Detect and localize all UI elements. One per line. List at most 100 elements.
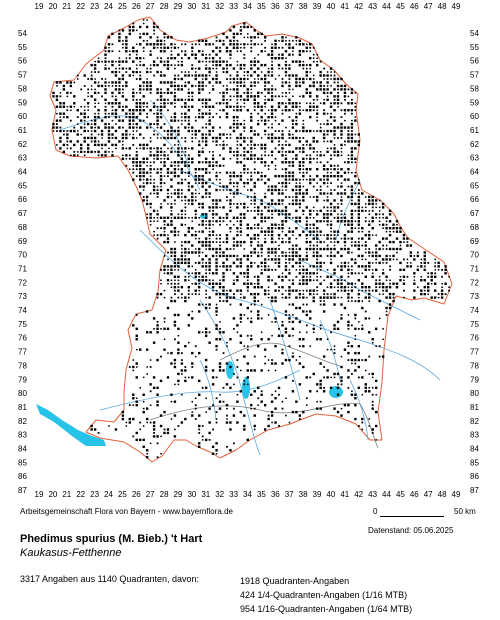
sixteenth-quadrant-marker (132, 369, 135, 372)
quadrant-marker (315, 261, 319, 265)
quadrant-marker (184, 53, 187, 56)
quarter-quadrant-marker (177, 296, 180, 299)
sixteenth-quadrant-marker (302, 185, 305, 188)
sixteenth-quadrant-marker (174, 189, 176, 191)
quadrant-marker (198, 67, 201, 70)
quadrant-marker (149, 36, 152, 39)
sixteenth-quadrant-marker (135, 29, 138, 32)
sixteenth-quadrant-marker (316, 98, 319, 101)
quarter-quadrant-marker (333, 164, 336, 167)
quarter-quadrant-marker (274, 262, 277, 264)
sixteenth-quadrant-marker (285, 241, 287, 243)
quadrant-marker (295, 36, 298, 39)
quadrant-marker (204, 39, 208, 43)
quadrant-marker (198, 109, 201, 112)
quarter-quadrant-marker (330, 157, 332, 160)
sixteenth-quadrant-marker (146, 19, 149, 21)
sixteenth-quadrant-marker (142, 22, 145, 25)
quadrant-marker (218, 331, 222, 334)
quadrant-marker (121, 119, 125, 122)
sixteenth-quadrant-marker (167, 147, 169, 150)
quadrant-marker (201, 88, 204, 91)
sixteenth-quadrant-marker (364, 248, 367, 250)
quarter-quadrant-marker (212, 404, 214, 407)
quarter-quadrant-marker (184, 137, 187, 139)
quarter-quadrant-marker (212, 43, 214, 46)
sixteenth-quadrant-marker (382, 216, 385, 219)
quarter-quadrant-marker (191, 366, 194, 368)
sixteenth-quadrant-marker (187, 126, 190, 129)
quarter-quadrant-marker (160, 161, 162, 164)
quarter-quadrant-marker (333, 216, 336, 219)
sixteenth-quadrant-marker (337, 286, 339, 289)
quadrant-marker (322, 192, 326, 195)
sixteenth-quadrant-marker (198, 112, 201, 115)
quarter-quadrant-marker (298, 418, 301, 420)
y-tick-right: 70 (470, 251, 479, 260)
x-tick-bottom: 42 (354, 490, 363, 499)
quadrant-marker (333, 327, 336, 331)
quadrant-marker (145, 70, 149, 74)
sixteenth-quadrant-marker (271, 421, 273, 424)
quadrant-marker (298, 164, 302, 167)
quadrant-marker (243, 154, 246, 157)
quarter-quadrant-marker (253, 407, 256, 410)
sixteenth-quadrant-marker (264, 50, 267, 53)
sixteenth-quadrant-marker (302, 213, 305, 216)
quadrant-marker (274, 202, 277, 206)
quarter-quadrant-marker (226, 196, 228, 198)
x-tick-top: 24 (104, 2, 113, 11)
sixteenth-quadrant-marker (243, 123, 246, 125)
quadrant-marker (121, 74, 125, 77)
quadrant-marker (232, 261, 236, 265)
quadrant-marker (288, 285, 291, 289)
quarter-quadrant-marker (222, 300, 225, 302)
quadrant-marker (340, 88, 343, 91)
quadrant-marker (177, 192, 180, 195)
quadrant-marker (392, 227, 395, 230)
quarter-quadrant-marker (330, 234, 332, 237)
sixteenth-quadrant-marker (132, 123, 135, 125)
quadrant-marker (156, 122, 159, 126)
quadrant-marker (236, 161, 239, 164)
quarter-quadrant-marker (375, 258, 378, 261)
quadrant-marker (277, 188, 281, 192)
sixteenth-quadrant-marker (108, 112, 110, 115)
quadrant-marker (291, 320, 295, 324)
quadrant-marker (239, 341, 243, 344)
quarter-quadrant-marker (250, 81, 253, 84)
sixteenth-quadrant-marker (257, 251, 260, 254)
quadrant-marker (298, 254, 302, 258)
quadrant-marker (243, 140, 246, 143)
quadrant-marker (315, 174, 319, 178)
quadrant-marker (121, 77, 125, 81)
quadrant-marker (295, 81, 298, 84)
quadrant-marker (333, 102, 336, 105)
quadrant-marker (166, 157, 170, 160)
quadrant-marker (336, 150, 340, 154)
sixteenth-quadrant-marker (201, 438, 204, 441)
sixteenth-quadrant-marker (309, 50, 312, 53)
quadrant-marker (232, 25, 236, 29)
quadrant-marker (166, 136, 170, 140)
sixteenth-quadrant-marker (350, 251, 353, 254)
quadrant-marker (211, 272, 215, 275)
quadrant-marker (250, 67, 253, 70)
quadrant-marker (340, 414, 343, 417)
quadrant-marker (270, 230, 274, 233)
quadrant-marker (298, 192, 302, 195)
quadrant-marker (371, 199, 374, 202)
quadrant-marker (93, 143, 97, 147)
sixteenth-quadrant-marker (222, 140, 225, 143)
quadrant-marker (204, 386, 208, 390)
quadrant-marker (111, 63, 114, 67)
quadrant-marker (250, 227, 253, 230)
quadrant-marker (55, 98, 59, 102)
sixteenth-quadrant-marker (205, 296, 208, 299)
quarter-quadrant-marker (229, 248, 232, 250)
quadrant-marker (315, 338, 319, 341)
quarter-quadrant-marker (264, 362, 267, 365)
quadrant-marker (187, 227, 190, 230)
sixteenth-quadrant-marker (139, 386, 142, 389)
quadrant-marker (368, 223, 371, 226)
